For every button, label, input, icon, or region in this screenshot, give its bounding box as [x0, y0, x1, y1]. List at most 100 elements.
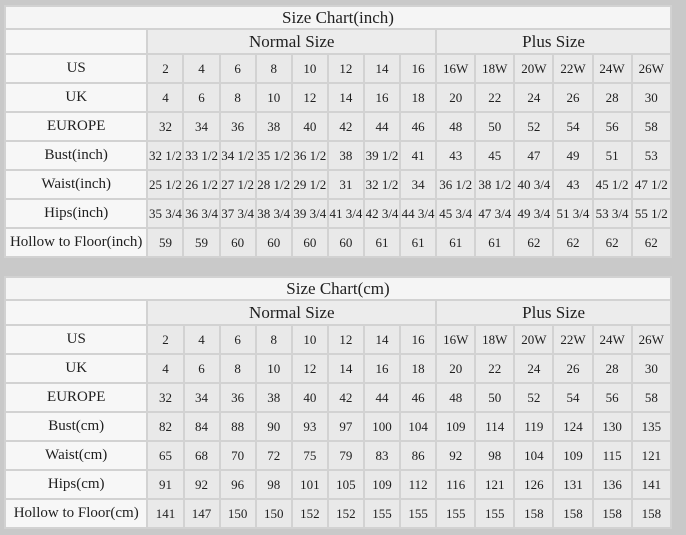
size-cell: 47 — [515, 142, 553, 169]
size-cell: 45 3/4 — [437, 200, 475, 227]
table-row: Waist(inch) 25 1/2 26 1/2 27 1/2 28 1/2 29 1/… — [6, 171, 670, 198]
size-cell: 141 — [632, 471, 670, 498]
size-cell: 40 3/4 — [515, 171, 553, 198]
size-cell: 6 — [184, 355, 219, 382]
normal-size-header: Normal Size — [148, 301, 436, 324]
size-cell: 14 — [364, 55, 400, 82]
size-cell: 14 — [328, 355, 363, 382]
size-cell: 59 — [148, 229, 183, 256]
size-cell: 155 — [364, 500, 400, 527]
size-cell: 150 — [256, 500, 291, 527]
size-cell: 60 — [292, 229, 327, 256]
row-label: UK — [6, 84, 147, 111]
size-cell: 29 1/2 — [292, 171, 327, 198]
row-label: US — [6, 326, 147, 353]
plus-size-header: Plus Size — [437, 30, 670, 53]
size-cell: 112 — [401, 471, 436, 498]
size-chart-cm-table: Size Chart(cm) Normal Size Plus Size US 2… — [4, 276, 672, 529]
size-cell: 56 — [593, 113, 631, 140]
size-cell: 50 — [476, 113, 514, 140]
table-row: UK 4 6 8 10 12 14 16 18 20 22 24 26 28 30 — [6, 355, 670, 382]
table-row: Hips(cm) 91 92 96 98 101 105 109 112 116 121 126 131… — [6, 471, 670, 498]
size-cell: 38 — [256, 113, 291, 140]
size-cell: 36 1/2 — [292, 142, 327, 169]
size-cell: 20W — [515, 326, 553, 353]
size-cell: 38 3/4 — [256, 200, 291, 227]
size-cell: 55 1/2 — [632, 200, 670, 227]
row-label: EUROPE — [6, 384, 147, 411]
size-cell: 2 — [148, 326, 183, 353]
size-cell: 84 — [184, 413, 219, 440]
size-cell: 22W — [554, 326, 592, 353]
size-cell: 20W — [515, 55, 553, 82]
size-cell: 115 — [593, 442, 631, 469]
size-cell: 22 — [476, 84, 514, 111]
size-cell: 92 — [437, 442, 475, 469]
cm-group-header-row: Normal Size Plus Size — [6, 301, 670, 324]
table-title-cm: Size Chart(cm) — [6, 278, 670, 299]
size-cell: 90 — [256, 413, 291, 440]
size-cell: 88 — [220, 413, 255, 440]
size-cell: 8 — [256, 55, 291, 82]
size-cell: 96 — [220, 471, 255, 498]
size-cell: 82 — [148, 413, 183, 440]
size-cell: 105 — [328, 471, 363, 498]
size-cell: 62 — [515, 229, 553, 256]
size-cell: 58 — [632, 113, 670, 140]
row-label: US — [6, 55, 147, 82]
size-cell: 150 — [220, 500, 255, 527]
size-cell: 51 — [593, 142, 631, 169]
size-cell: 61 — [437, 229, 475, 256]
size-cell: 44 — [364, 384, 400, 411]
size-cell: 54 — [554, 384, 592, 411]
size-cell: 59 — [184, 229, 219, 256]
size-cell: 32 1/2 — [148, 142, 183, 169]
size-cell: 54 — [554, 113, 592, 140]
size-cell: 61 — [476, 229, 514, 256]
size-cell: 56 — [593, 384, 631, 411]
size-cell: 38 — [256, 384, 291, 411]
row-label: Waist(cm) — [6, 442, 147, 469]
size-cell: 97 — [328, 413, 363, 440]
size-cell: 92 — [184, 471, 219, 498]
row-label: UK — [6, 355, 147, 382]
size-cell: 4 — [148, 355, 183, 382]
size-cell: 45 1/2 — [593, 171, 631, 198]
size-cell: 30 — [632, 84, 670, 111]
size-cell: 36 — [220, 113, 255, 140]
size-cell: 119 — [515, 413, 553, 440]
size-cell: 50 — [476, 384, 514, 411]
size-cell: 42 — [328, 384, 363, 411]
size-cell: 12 — [292, 84, 327, 111]
size-cell: 16W — [437, 55, 475, 82]
size-cell: 34 — [184, 113, 219, 140]
size-cell: 93 — [292, 413, 327, 440]
size-cell: 136 — [593, 471, 631, 498]
table-row: Hollow to Floor(cm) 141 147 150 150 152 152 155… — [6, 500, 670, 527]
size-cell: 22W — [554, 55, 592, 82]
size-cell: 10 — [292, 326, 327, 353]
size-cell: 31 — [328, 171, 363, 198]
size-cell: 44 3/4 — [401, 200, 436, 227]
size-cell: 36 1/2 — [437, 171, 475, 198]
size-cell: 44 — [364, 113, 400, 140]
size-cell: 152 — [328, 500, 363, 527]
table-row: EUROPE 32 34 36 38 40 42 44 46 48 50 52 54 56 58 — [6, 384, 670, 411]
size-cell: 26 1/2 — [184, 171, 219, 198]
size-cell: 49 3/4 — [515, 200, 553, 227]
size-cell: 75 — [292, 442, 327, 469]
size-cell: 60 — [328, 229, 363, 256]
size-cell: 12 — [328, 326, 363, 353]
size-cell: 16 — [364, 84, 400, 111]
size-cell: 51 3/4 — [554, 200, 592, 227]
size-cell: 104 — [401, 413, 436, 440]
size-cell: 47 1/2 — [632, 171, 670, 198]
size-cell: 8 — [220, 84, 255, 111]
size-cell: 53 — [632, 142, 670, 169]
size-cell: 109 — [364, 471, 400, 498]
table-row: US 2 4 6 8 10 12 14 16 16W 18W 20W 22W 24W 26W — [6, 326, 670, 353]
size-cell: 121 — [476, 471, 514, 498]
size-cell: 100 — [364, 413, 400, 440]
size-cell: 10 — [256, 355, 291, 382]
size-cell: 35 3/4 — [148, 200, 183, 227]
